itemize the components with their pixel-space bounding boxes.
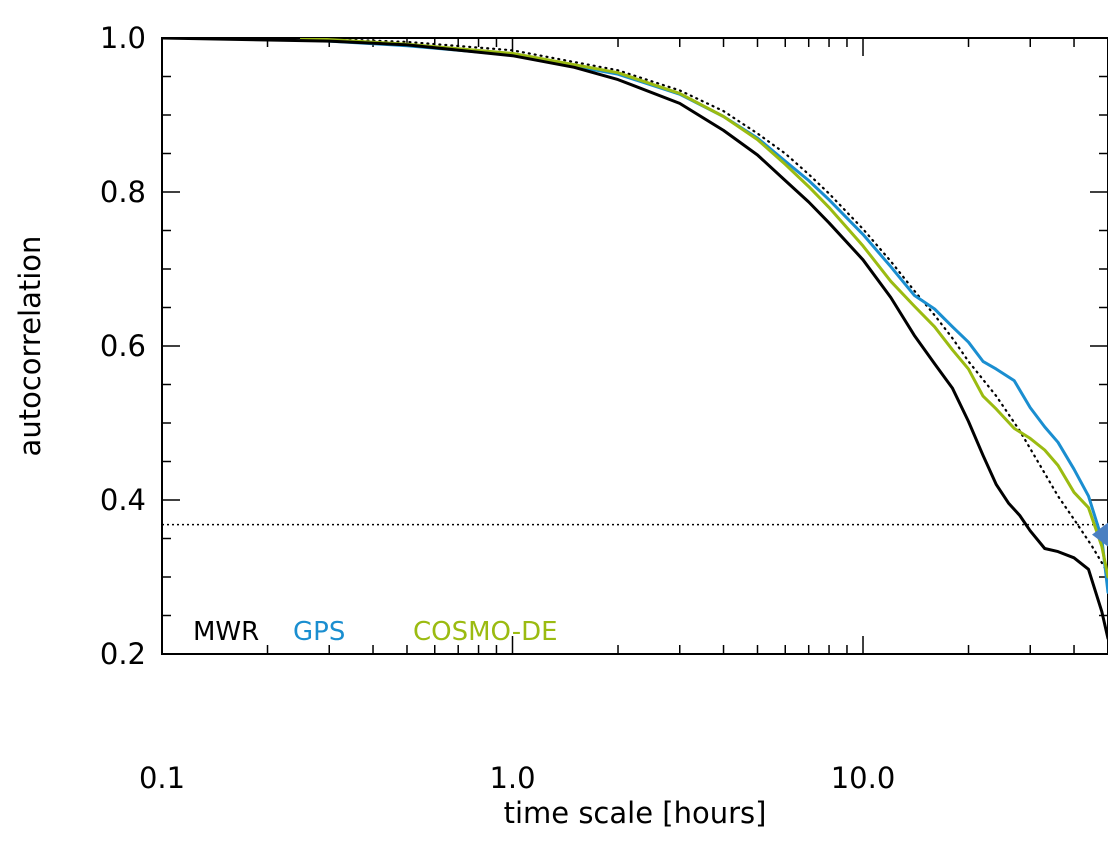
- plot-frame: [162, 38, 1108, 654]
- y-tick-label: 0.4: [100, 483, 146, 517]
- legend-label-cosmo-de: COSMO-DE: [413, 617, 558, 647]
- legend: MWR GPS COSMO-DE: [193, 617, 558, 647]
- x-axis-title: time scale [hours]: [504, 796, 767, 830]
- y-tick-label: 0.2: [100, 637, 146, 671]
- plot-lines: [162, 38, 1108, 639]
- y-axis-ticks: [162, 38, 1108, 654]
- x-tick-label: 1.0: [489, 761, 535, 795]
- y-tick-label: 0.8: [100, 175, 146, 209]
- y-tick-label: 1.0: [100, 21, 146, 55]
- y-axis-title: autocorrelation: [13, 236, 47, 457]
- series-line-gps: [302, 40, 1108, 593]
- y-tick-label: 0.6: [100, 329, 146, 363]
- y-axis-tick-labels: 0.2 0.4 0.6 0.8 1.0: [100, 21, 146, 671]
- x-tick-label: 10.0: [831, 761, 896, 795]
- legend-label-mwr: MWR: [193, 617, 259, 647]
- plot-border: [162, 38, 1108, 654]
- legend-label-gps: GPS: [293, 617, 345, 647]
- x-tick-label: 0.1: [139, 761, 185, 795]
- x-axis-ticks: [162, 38, 1108, 654]
- x-axis-tick-labels: 0.1 1.0 10.0: [139, 761, 895, 795]
